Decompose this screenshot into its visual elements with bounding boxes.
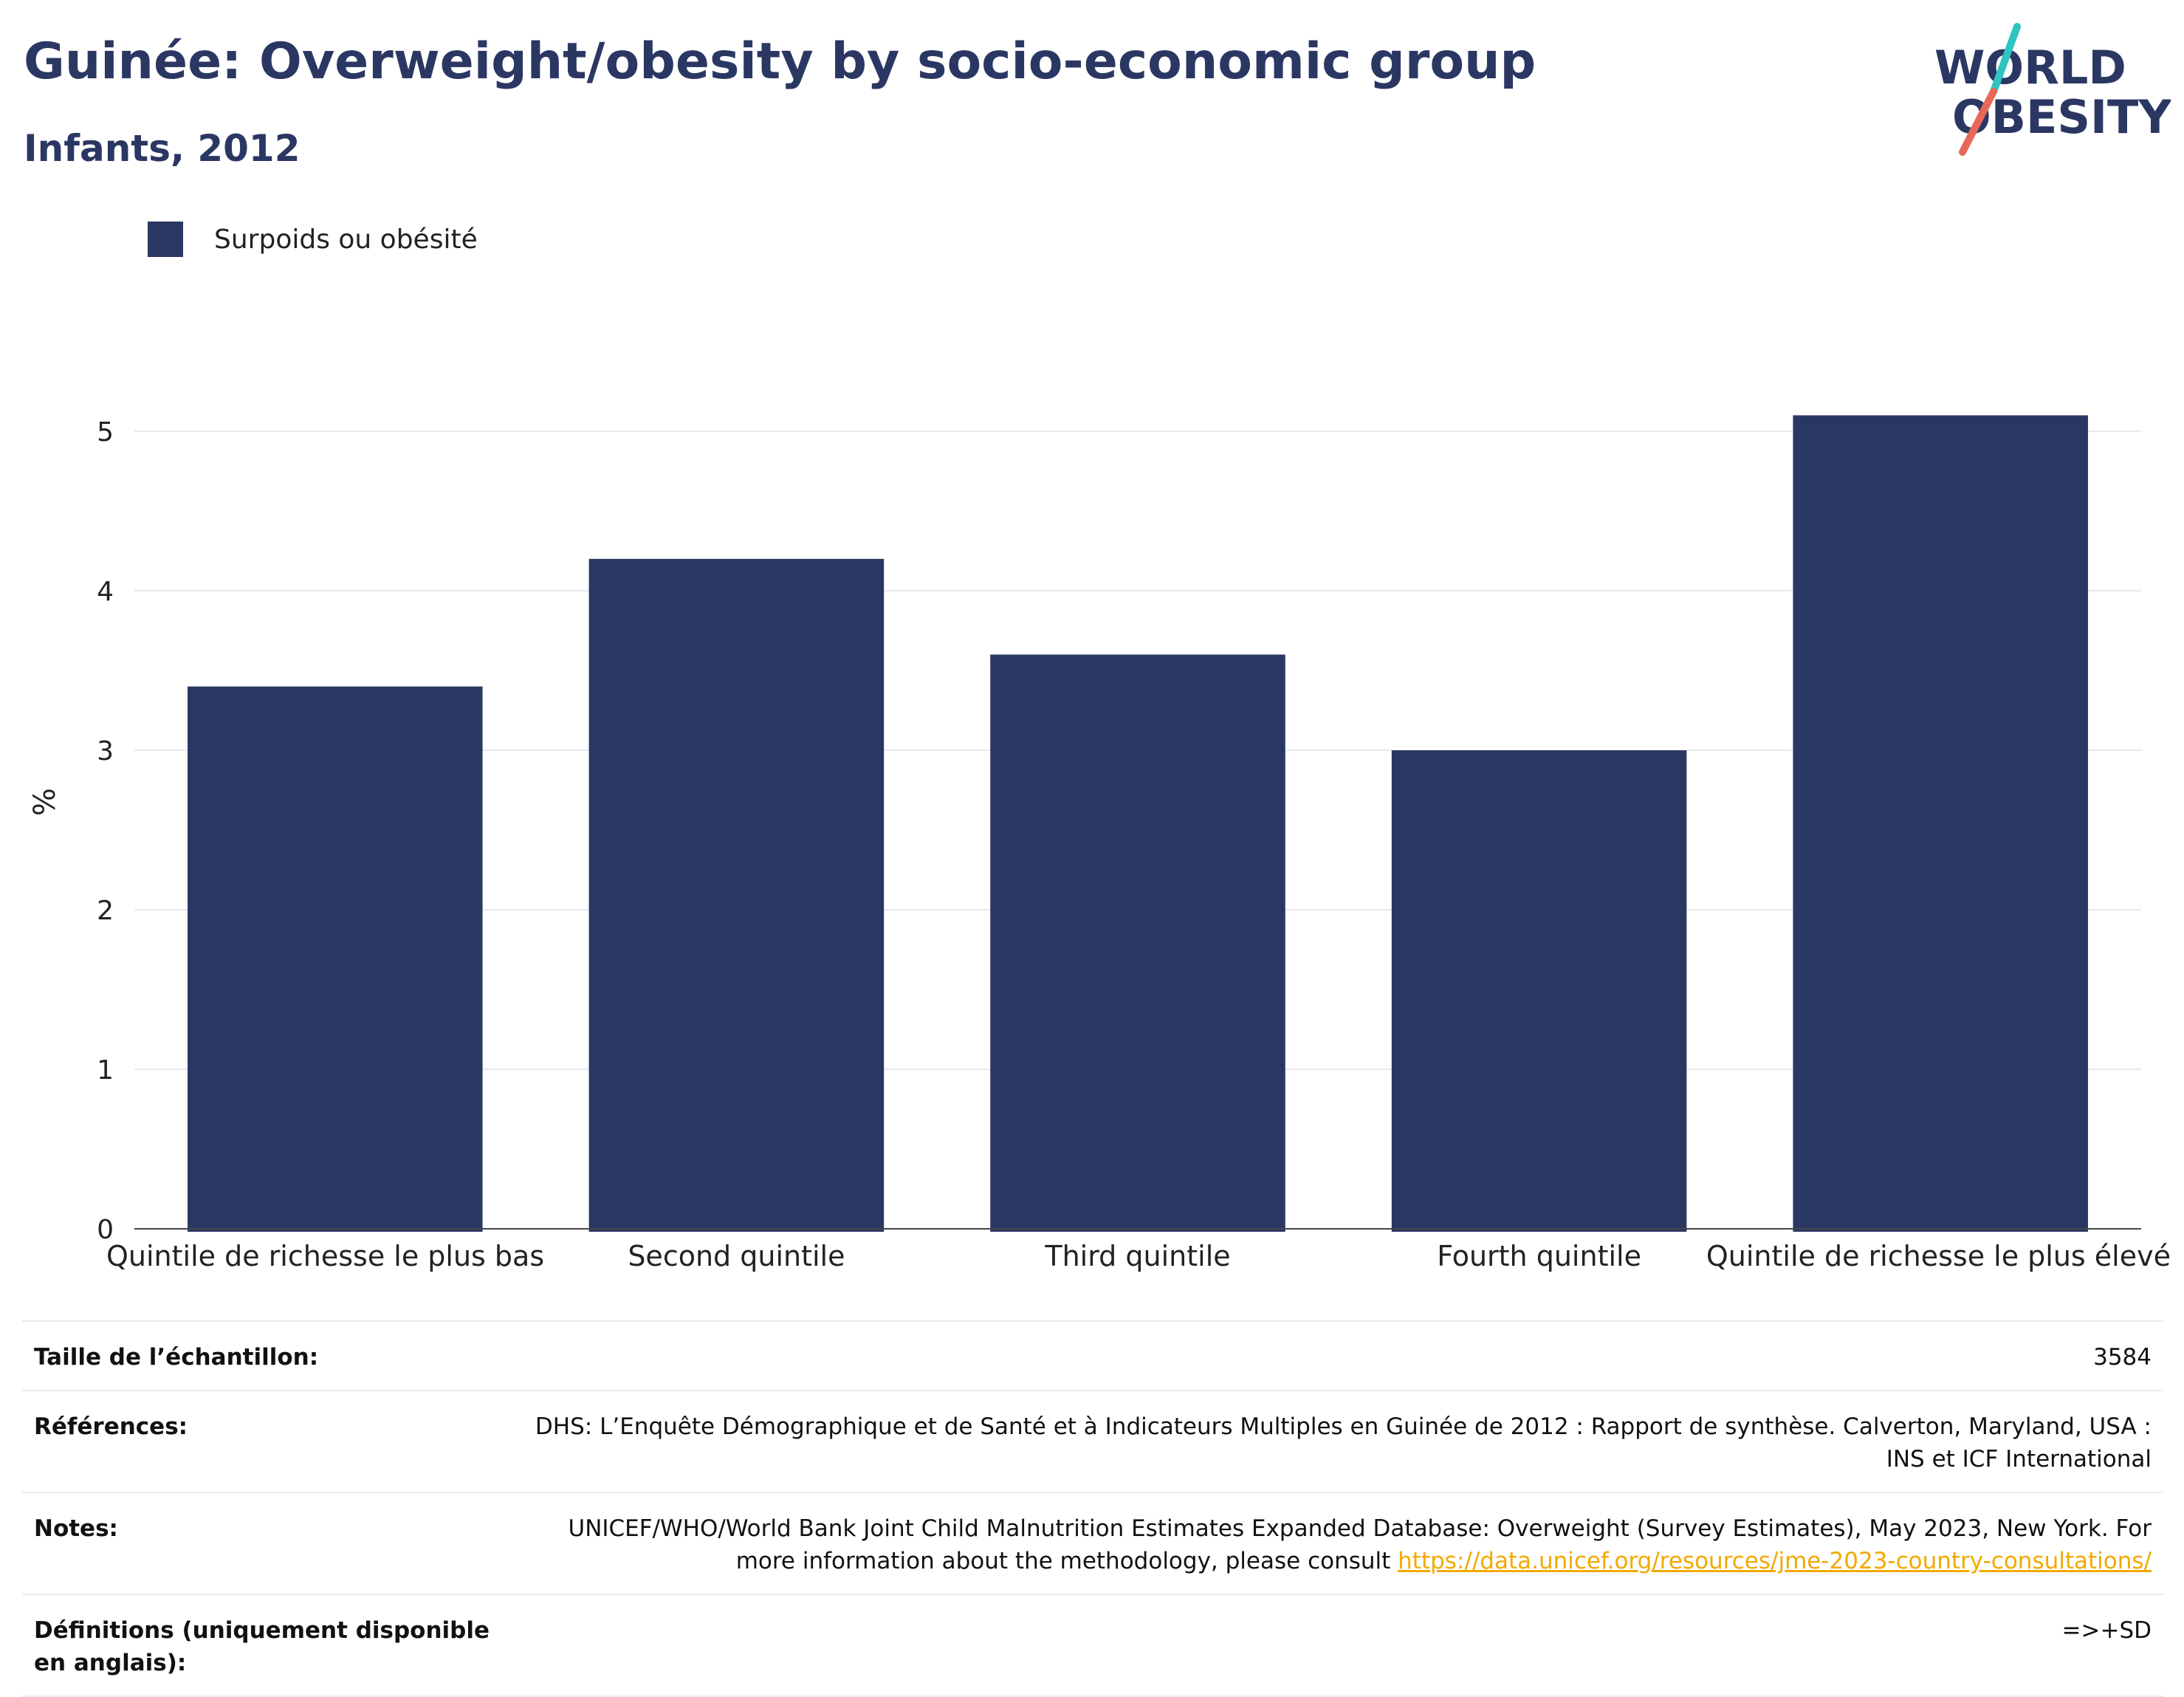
logo-line-1: WORLD <box>1934 41 2126 95</box>
info-row-sample-size: Taille de l’échantillon: 3584 <box>22 1320 2163 1391</box>
references-label: Références: <box>22 1390 518 1493</box>
y-tick-label: 1 <box>97 1055 114 1086</box>
bar <box>588 558 885 1232</box>
notes-link[interactable]: https://data.unicef.org/resources/jme-20… <box>1398 1548 2152 1575</box>
sample-size-label: Taille de l’échantillon: <box>22 1320 518 1391</box>
logo-slash-top <box>1990 23 2021 95</box>
y-tick-label: 0 <box>97 1215 114 1245</box>
world-obesity-logo: WORLD OBESITY <box>1934 23 2171 156</box>
notes-label: Notes: <box>22 1492 518 1595</box>
y-tick-labels: 0 1 2 3 4 5 <box>97 417 114 1245</box>
info-row-definitions: Définitions (uniquement disponible en an… <box>22 1594 2163 1697</box>
bar <box>188 686 483 1232</box>
chart-subtitle: Infants, 2012 <box>24 127 301 170</box>
chart-legend: Surpoids ou obésité <box>148 222 478 257</box>
y-tick-label: 5 <box>97 417 114 448</box>
y-tick-label: 3 <box>97 736 114 767</box>
category-label: Quintile de richesse le plus élevé <box>1706 1240 2171 1272</box>
y-tick-label: 2 <box>97 896 114 926</box>
notes-value: UNICEF/WHO/World Bank Joint Child Malnut… <box>518 1492 2163 1595</box>
references-value: DHS: L’Enquête Démographique et de Santé… <box>518 1390 2163 1493</box>
y-axis-title: % <box>28 788 62 816</box>
bar <box>1391 750 1687 1232</box>
y-tick-label: 4 <box>97 577 114 607</box>
sample-size-value: 3584 <box>518 1320 2163 1391</box>
bar-chart: 0 1 2 3 4 5 Quintile de richesse le plus bas S… <box>28 415 2171 1272</box>
category-label: Second quintile <box>628 1240 845 1272</box>
legend-label: Surpoids ou obésité <box>214 224 478 255</box>
category-label: Fourth quintile <box>1437 1240 1641 1272</box>
category-labels: Quintile de richesse le plus bas Second q… <box>106 1240 2171 1272</box>
bar <box>1793 415 2088 1232</box>
definitions-label: Définitions (uniquement disponible en an… <box>22 1594 518 1697</box>
chart-title: Guinée: Overweight/obesity by socio-econ… <box>24 32 1536 91</box>
category-label: Third quintile <box>1044 1240 1230 1272</box>
category-label: Quintile de richesse le plus bas <box>106 1240 544 1272</box>
info-row-notes: Notes: UNICEF/WHO/World Bank Joint Child… <box>22 1492 2163 1595</box>
info-row-references: Références: DHS: L’Enquête Démographique… <box>22 1390 2163 1493</box>
bars <box>188 415 2088 1232</box>
info-table: Taille de l’échantillon: 3584 Références… <box>22 1320 2163 1697</box>
notes-text: UNICEF/WHO/World Bank Joint Child Malnut… <box>568 1515 2152 1575</box>
bar <box>990 654 1285 1232</box>
logo-slash-bottom <box>1959 88 1997 156</box>
legend-swatch <box>148 222 183 257</box>
definitions-value: =>+SD <box>518 1594 2163 1697</box>
